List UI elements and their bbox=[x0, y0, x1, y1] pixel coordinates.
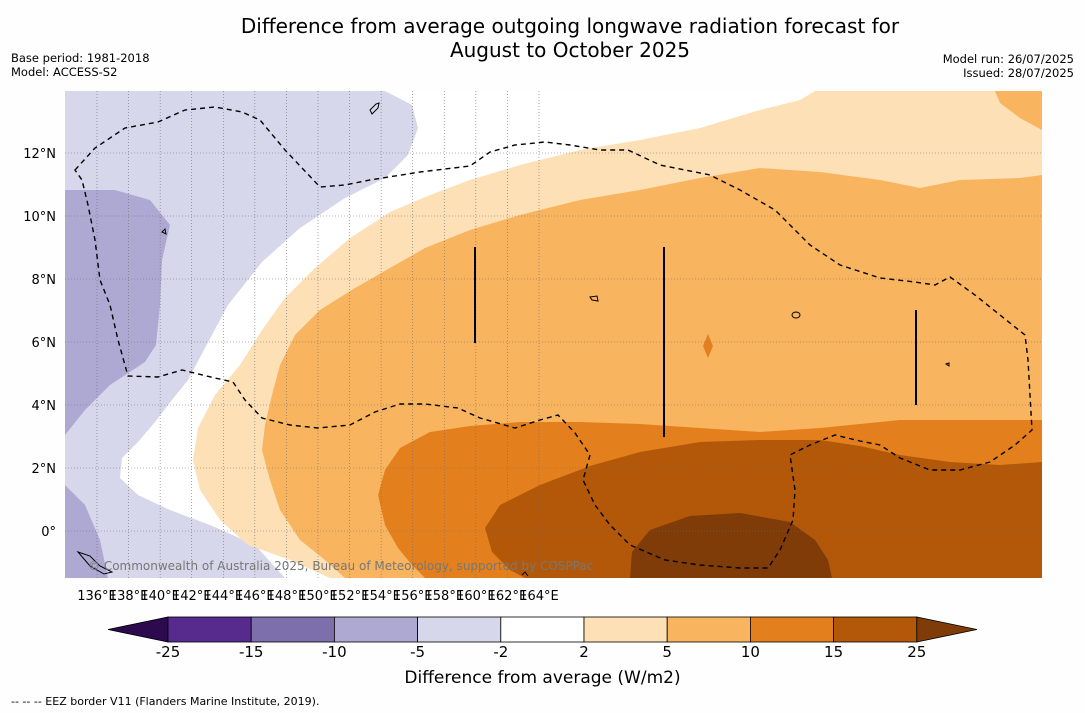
colorbar bbox=[107, 616, 978, 643]
colorbar-tick-label: 15 bbox=[824, 643, 844, 661]
colorbar-tick-label: -10 bbox=[322, 643, 347, 661]
longitude-labels: 136°E138°E140°E142°E144°E146°E148°E150°E… bbox=[77, 589, 559, 604]
latitude-label: 0° bbox=[41, 525, 56, 540]
run-info: Model run: 26/07/2025 Issued: 28/07/2025 bbox=[943, 52, 1074, 80]
colorbar-bin bbox=[666, 616, 751, 643]
map-title: Difference from average outgoing longwav… bbox=[0, 14, 1085, 62]
anomaly-band-15-25 bbox=[485, 440, 1042, 578]
longitude-label: 164°E bbox=[519, 589, 559, 604]
colorbar-over-triangle bbox=[916, 616, 978, 643]
latitude-labels: 12°N 10°N 8°N 6°N 4°N 2°N 0° bbox=[23, 147, 56, 540]
longitude-label: 162°E bbox=[488, 589, 528, 604]
colorbar-tick-label: 25 bbox=[907, 643, 927, 661]
colorbar-tick-label: -15 bbox=[238, 643, 264, 661]
anomaly-band-minus10-minus5-north bbox=[65, 190, 170, 435]
eez-legend-note: -- -- -- EEZ border V11 (Flanders Marine… bbox=[11, 695, 320, 708]
colorbar-bin bbox=[833, 616, 918, 643]
anomaly-band-over-25 bbox=[630, 513, 832, 578]
eez-border bbox=[74, 106, 1033, 569]
longitude-label: 160°E bbox=[456, 589, 496, 604]
latitude-label: 2°N bbox=[32, 462, 57, 477]
longitude-label: 136°E bbox=[77, 589, 117, 604]
islands bbox=[76, 102, 950, 577]
base-info: Base period: 1981-2018 Model: ACCESS-S2 bbox=[11, 51, 150, 79]
copyright-notice: © Commonwealth of Australia 2025, Bureau… bbox=[88, 559, 593, 573]
colorbar-bin bbox=[417, 616, 502, 643]
map-plot-area: © Commonwealth of Australia 2025, Bureau… bbox=[65, 91, 1042, 578]
colorbar-bin bbox=[750, 616, 835, 643]
colorbar-bin bbox=[500, 616, 585, 643]
colorbar-bin bbox=[583, 616, 668, 643]
model-name: Model: ACCESS-S2 bbox=[11, 65, 118, 79]
longitude-label: 140°E bbox=[140, 589, 180, 604]
issued-date: Issued: 28/07/2025 bbox=[963, 66, 1074, 80]
anomaly-spot-10-15 bbox=[703, 334, 713, 358]
island-4 bbox=[944, 362, 950, 367]
colorbar-tick-label: -5 bbox=[410, 643, 426, 661]
colorbar-tick-label: -25 bbox=[155, 643, 181, 661]
colorbar-title: Difference from average (W/m2) bbox=[404, 668, 681, 688]
colorbar-tick-label: 2 bbox=[579, 643, 589, 661]
colorbar-bin bbox=[250, 616, 335, 643]
island-6 bbox=[589, 295, 599, 302]
longitude-label: 150°E bbox=[298, 589, 338, 604]
model-run: Model run: 26/07/2025 bbox=[942, 52, 1074, 66]
latitude-label: 4°N bbox=[32, 399, 57, 414]
island-7 bbox=[521, 571, 529, 577]
title-line-2: August to October 2025 bbox=[449, 38, 691, 62]
longitude-label: 152°E bbox=[330, 589, 370, 604]
island-3 bbox=[791, 311, 801, 319]
longitude-label: 142°E bbox=[172, 589, 212, 604]
title-line-1: Difference from average outgoing longwav… bbox=[240, 14, 900, 38]
colorbar-tick-label: 10 bbox=[740, 643, 760, 661]
latitude-label: 8°N bbox=[32, 273, 57, 288]
island-5 bbox=[76, 550, 114, 575]
latitude-label: 10°N bbox=[23, 210, 56, 225]
island-2 bbox=[161, 227, 167, 235]
colorbar-bin bbox=[333, 616, 418, 643]
latitude-label: 12°N bbox=[23, 147, 56, 162]
longitude-label: 146°E bbox=[235, 589, 275, 604]
anomaly-band-minus10-minus5-south bbox=[65, 485, 108, 578]
longitude-label: 158°E bbox=[425, 589, 465, 604]
graticule bbox=[65, 91, 1042, 578]
base-period: Base period: 1981-2018 bbox=[11, 51, 150, 65]
colorbar-bin bbox=[167, 616, 252, 643]
longitude-label: 154°E bbox=[361, 589, 401, 604]
colorbar-tick-label: -2 bbox=[493, 643, 509, 661]
latitude-label: 6°N bbox=[32, 336, 57, 351]
marker-lines bbox=[474, 247, 917, 437]
longitude-label: 156°E bbox=[393, 589, 433, 604]
island-1 bbox=[369, 102, 380, 115]
colorbar-under-triangle bbox=[107, 616, 169, 643]
colorbar-tick-label: 5 bbox=[662, 643, 672, 661]
longitude-label: 148°E bbox=[267, 589, 307, 604]
longitude-label: 144°E bbox=[204, 589, 244, 604]
anomaly-band-5-10-corner bbox=[995, 91, 1042, 130]
longitude-label: 138°E bbox=[109, 589, 149, 604]
